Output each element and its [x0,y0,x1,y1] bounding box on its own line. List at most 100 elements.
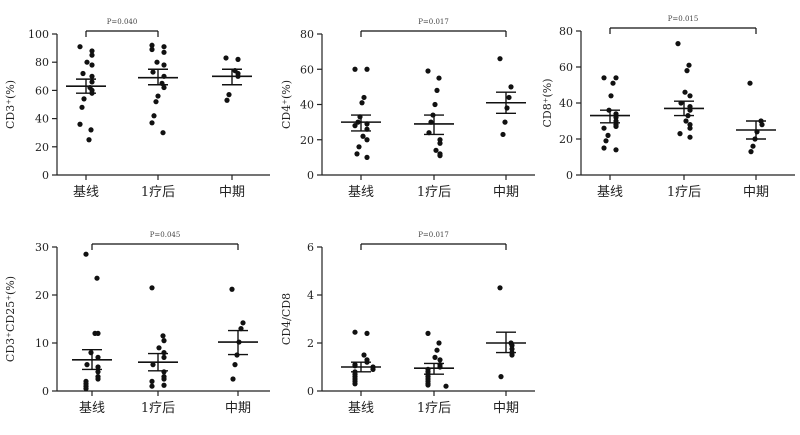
data-point [601,75,607,81]
data-point [83,251,89,257]
data-point [161,49,167,55]
chart-panel-1: 0 20 40 60 80 100 基线 1疗后 中期 CD3⁺(%) P=0.040 [4,18,270,200]
y-axis-title: CD3⁺CD25⁺(%) [4,276,17,362]
data-point [750,143,756,149]
data-point [687,93,693,99]
data-point [500,131,506,138]
data-point [161,376,167,382]
data-point [161,350,167,356]
data-point [89,73,95,79]
data-point [352,381,358,387]
x-category-label: 中期 [225,401,251,416]
p-value-label: P=0.015 [668,15,699,23]
data-point [759,122,765,128]
data-point [149,46,155,53]
data-point [443,383,449,389]
y-tick-label: 60 [559,61,573,74]
chart-panel-2: 0 20 40 60 80 基线 1疗后 中期 CD4⁺(%) P=0.017 [280,18,535,200]
data-point [84,59,90,65]
data-point [95,369,101,375]
data-point [240,320,246,326]
data-point [436,340,442,346]
data-point [370,366,376,372]
x-category-label: 中期 [493,401,519,416]
data-point [83,386,89,392]
data-point [601,125,607,131]
data-point [425,382,431,388]
y-tick-label: 6 [307,241,314,254]
y-tick-label: 2 [307,337,314,350]
data-point [497,285,503,291]
y-tick-label: 40 [35,113,49,126]
chart-panel-4: 0 10 20 30 基线 1疗后 中期 CD3⁺CD25⁺(%) P=0.045 [4,231,270,416]
y-tick-label: 40 [559,97,573,110]
y-tick-label: 20 [35,141,49,154]
data-point [601,145,607,151]
data-point [232,362,238,368]
x-category-label: 中期 [219,185,245,200]
data-point [89,79,95,85]
data-point [80,70,86,77]
y-tick-label: 100 [28,28,49,41]
data-point [613,75,619,81]
y-axis-title: CD8⁺(%) [541,78,554,127]
y-tick-label: 0 [42,169,49,182]
data-point [686,62,692,68]
data-point [502,119,508,125]
data-point [364,66,370,72]
data-point [352,66,358,72]
data-point [95,354,101,360]
x-category-label: 1疗后 [141,401,175,416]
y-tick-label: 40 [300,99,314,112]
y-tick-label: 80 [35,56,49,69]
data-point [498,374,504,380]
data-point [89,48,95,54]
data-point [88,127,94,133]
data-point [364,330,370,336]
data-point [364,154,370,160]
data-point [77,121,83,127]
data-point [364,137,370,143]
data-point [153,99,159,105]
data-point [81,96,87,102]
data-point [437,153,443,159]
data-point [687,125,693,131]
x-category-label: 基线 [597,185,623,200]
x-category-label: 基线 [348,401,374,416]
data-point [605,132,611,138]
data-point [95,364,101,370]
data-point [603,138,609,144]
y-tick-label: 20 [300,134,314,147]
data-point [161,62,167,68]
data-point [154,59,160,65]
data-point [508,84,514,90]
x-category-label: 中期 [493,185,519,200]
y-axis-title: CD3⁺(%) [4,80,17,129]
data-point [675,41,681,47]
data-point [613,147,619,153]
y-tick-label: 60 [35,84,49,97]
y-tick-label: 0 [566,169,573,182]
data-point [509,352,515,358]
data-point [95,330,101,336]
data-point [224,97,230,103]
x-category-label: 基线 [79,401,105,416]
y-tick-label: 80 [300,28,314,41]
x-category-label: 中期 [743,185,769,200]
data-point [684,68,690,74]
data-point [226,92,232,98]
data-point [229,286,235,292]
data-point [161,338,167,344]
y-tick-label: 10 [35,337,49,350]
x-category-label: 1疗后 [141,185,175,200]
data-point [79,104,85,110]
y-tick-label: 20 [559,133,573,146]
data-point [504,105,510,111]
data-point [161,354,167,360]
data-point [497,56,503,62]
x-category-label: 1疗后 [417,185,451,200]
data-point [436,75,442,81]
data-point [425,68,431,74]
y-tick-label: 4 [307,289,314,302]
